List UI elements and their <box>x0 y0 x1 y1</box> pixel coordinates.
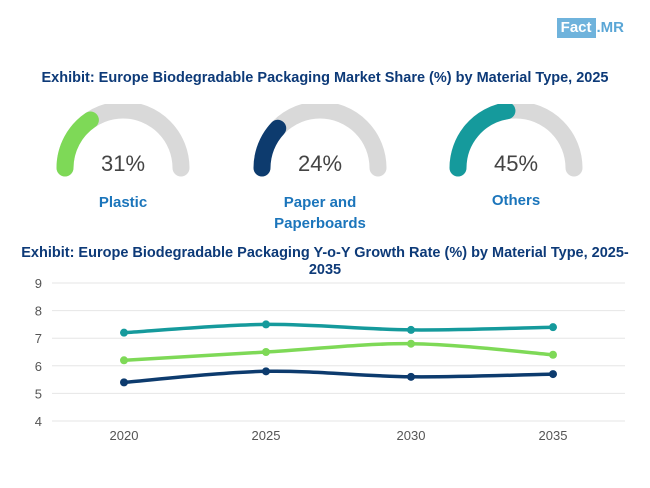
gauge-paper: 24% <box>245 104 395 184</box>
gauge-label-paper: Paper and Paperboards <box>274 194 366 232</box>
x-tick-label: 2030 <box>397 428 426 443</box>
data-point-paper-and-paperboards <box>120 378 128 387</box>
x-tick-label: 2025 <box>252 428 281 443</box>
logo-fact-text: Fact <box>556 18 596 38</box>
gauge-label-plastic: Plastic <box>98 194 148 211</box>
data-point-paper-and-paperboards <box>262 367 270 376</box>
y-tick-label: 5 <box>35 386 42 401</box>
gauge-fill <box>253 119 287 177</box>
gauge-paper-svg <box>253 104 387 177</box>
y-tick-label: 9 <box>35 276 42 291</box>
x-tick-label: 2020 <box>110 428 139 443</box>
data-point-others <box>262 320 270 329</box>
gauge-fill <box>449 104 516 177</box>
growth-rate-title: Exhibit: Europe Biodegradable Packaging … <box>21 245 629 278</box>
data-point-plastic <box>549 350 557 359</box>
y-tick-label: 7 <box>35 331 42 346</box>
gauge-fill <box>56 111 99 177</box>
data-point-paper-and-paperboards <box>407 372 415 381</box>
y-tick-label: 4 <box>35 414 42 429</box>
gauge-label-others: Others <box>491 192 541 209</box>
growth-line-chart: 4 5 6 7 8 9 2020 2025 2030 2035 <box>35 276 625 443</box>
data-point-others <box>120 328 128 337</box>
data-point-plastic <box>262 348 270 356</box>
factmr-logo: Fact .MR <box>556 18 625 38</box>
gauge-value: 31% <box>100 151 146 176</box>
gauge-value: 24% <box>297 151 343 176</box>
data-point-others <box>549 323 557 332</box>
logo-mr-text: .MR <box>596 19 625 36</box>
y-tick-label: 8 <box>35 304 42 319</box>
data-point-plastic <box>407 339 415 348</box>
data-point-plastic <box>120 356 128 365</box>
gauge-plastic: 31% <box>48 104 198 184</box>
series-line-plastic <box>123 341 554 363</box>
x-tick-label: 2035 <box>539 428 568 443</box>
data-point-others <box>407 325 415 334</box>
series-line-paper-and-paperboards <box>123 369 554 385</box>
gauge-plastic-svg <box>56 104 190 177</box>
y-tick-label: 6 <box>35 359 42 374</box>
data-point-paper-and-paperboards <box>549 370 557 379</box>
gauge-value: 45% <box>493 151 539 176</box>
market-share-title: Exhibit: Europe Biodegradable Packaging … <box>41 70 609 86</box>
gauge-others-svg <box>449 104 583 177</box>
gauge-others: 45% <box>441 104 591 184</box>
series-line-others <box>123 322 554 335</box>
